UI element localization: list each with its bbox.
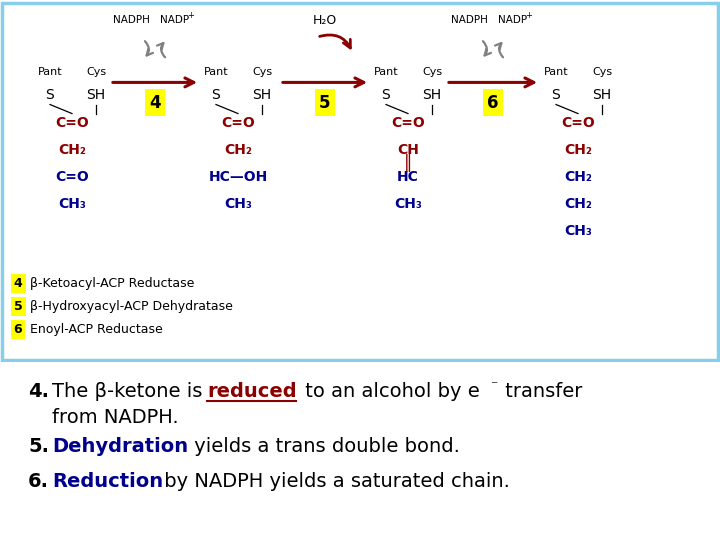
Text: CH₂: CH₂ xyxy=(224,143,252,157)
Text: S: S xyxy=(212,89,220,103)
Text: Cys: Cys xyxy=(86,68,106,77)
Text: Pant: Pant xyxy=(37,68,63,77)
Text: C=O: C=O xyxy=(221,116,255,130)
Text: C=O: C=O xyxy=(55,116,89,130)
Text: CH₂: CH₂ xyxy=(564,170,592,184)
Text: C=O: C=O xyxy=(391,116,425,130)
Text: SH: SH xyxy=(253,89,271,103)
Text: 6: 6 xyxy=(487,93,499,111)
Text: CH: CH xyxy=(397,143,419,157)
Text: HC—OH: HC—OH xyxy=(208,170,268,184)
Text: from NADPH.: from NADPH. xyxy=(52,408,179,427)
Text: 5.: 5. xyxy=(28,437,49,456)
Text: S: S xyxy=(552,89,560,103)
Text: CH₃: CH₃ xyxy=(224,197,252,211)
Text: SH: SH xyxy=(423,89,441,103)
Text: 6: 6 xyxy=(14,323,22,336)
Text: CH₃: CH₃ xyxy=(564,224,592,238)
Text: Pant: Pant xyxy=(374,68,398,77)
Text: yields a trans double bond.: yields a trans double bond. xyxy=(188,437,460,456)
Text: Cys: Cys xyxy=(252,68,272,77)
Text: Pant: Pant xyxy=(544,68,568,77)
Text: H₂O: H₂O xyxy=(313,14,337,26)
Text: CH₂: CH₂ xyxy=(58,143,86,157)
Text: HC: HC xyxy=(397,170,419,184)
Text: 5: 5 xyxy=(319,93,330,111)
Text: +: + xyxy=(526,11,532,19)
Text: Cys: Cys xyxy=(592,68,612,77)
Text: by NADPH yields a saturated chain.: by NADPH yields a saturated chain. xyxy=(158,472,510,491)
Text: C=O: C=O xyxy=(55,170,89,184)
Text: 5: 5 xyxy=(14,300,22,313)
Text: CH₃: CH₃ xyxy=(58,197,86,211)
Text: SH: SH xyxy=(593,89,611,103)
Text: S: S xyxy=(45,89,55,103)
Text: 4: 4 xyxy=(149,93,161,111)
Text: C=O: C=O xyxy=(561,116,595,130)
Text: 4.: 4. xyxy=(28,382,49,401)
Text: Reduction: Reduction xyxy=(52,472,163,491)
Text: NADPH: NADPH xyxy=(451,15,487,25)
Text: CH₃: CH₃ xyxy=(394,197,422,211)
Text: to an alcohol by e: to an alcohol by e xyxy=(299,382,480,401)
Text: ‖: ‖ xyxy=(404,154,412,172)
Text: NADPH: NADPH xyxy=(112,15,150,25)
Text: CH₂: CH₂ xyxy=(564,197,592,211)
Text: ⁻: ⁻ xyxy=(490,379,498,393)
Text: SH: SH xyxy=(86,89,106,103)
Text: +: + xyxy=(188,11,194,19)
Text: CH₂: CH₂ xyxy=(564,143,592,157)
Text: Enoyl-ACP Reductase: Enoyl-ACP Reductase xyxy=(30,323,163,336)
Text: Dehydration: Dehydration xyxy=(52,437,188,456)
Text: reduced: reduced xyxy=(207,382,297,401)
Text: The β-ketone is: The β-ketone is xyxy=(52,382,209,401)
Text: β-Hydroxyacyl-ACP Dehydratase: β-Hydroxyacyl-ACP Dehydratase xyxy=(30,300,233,313)
FancyBboxPatch shape xyxy=(2,3,718,360)
Text: NADP: NADP xyxy=(161,15,189,25)
Text: 6.: 6. xyxy=(28,472,49,491)
Text: NADP: NADP xyxy=(498,15,528,25)
Text: Pant: Pant xyxy=(204,68,228,77)
Text: S: S xyxy=(382,89,390,103)
Text: Cys: Cys xyxy=(422,68,442,77)
Text: 4: 4 xyxy=(14,277,22,290)
Text: β-Ketoacyl-ACP Reductase: β-Ketoacyl-ACP Reductase xyxy=(30,277,194,290)
Text: transfer: transfer xyxy=(499,382,582,401)
